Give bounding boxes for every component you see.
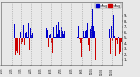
Bar (10, 38, 11, 42)
Bar (80, 38, 81, 43)
Bar (86, 30, 87, 38)
Bar (76, 26, 77, 38)
Bar (57, 34, 58, 38)
Bar (116, 38, 117, 40)
Bar (91, 26, 92, 38)
Bar (110, 38, 111, 54)
Bar (28, 23, 29, 38)
Bar (56, 25, 57, 38)
Bar (48, 38, 49, 47)
Bar (92, 9, 93, 38)
Bar (118, 37, 119, 38)
Bar (29, 38, 30, 50)
Bar (30, 28, 31, 38)
Bar (120, 38, 121, 52)
Bar (23, 25, 24, 38)
Bar (112, 38, 113, 41)
Bar (2, 29, 3, 38)
Bar (113, 15, 114, 38)
Bar (74, 31, 75, 38)
Bar (61, 27, 62, 38)
Bar (89, 38, 90, 51)
Bar (37, 30, 38, 38)
Bar (53, 26, 54, 38)
Bar (85, 31, 86, 38)
Bar (117, 38, 118, 44)
Bar (3, 36, 4, 38)
Bar (50, 34, 51, 38)
Bar (111, 26, 112, 38)
Bar (46, 28, 47, 38)
Bar (19, 38, 20, 55)
Bar (52, 38, 53, 53)
Bar (82, 38, 83, 39)
Bar (31, 35, 32, 38)
Bar (22, 38, 23, 42)
Bar (49, 35, 50, 38)
Bar (84, 37, 85, 38)
Bar (25, 33, 26, 38)
Bar (51, 38, 52, 43)
Bar (121, 38, 122, 42)
Bar (38, 37, 39, 38)
Bar (64, 31, 65, 38)
Bar (27, 37, 28, 38)
Legend: >Avg, <Avg: >Avg, <Avg (95, 3, 121, 8)
Bar (119, 38, 120, 54)
Bar (1, 38, 2, 46)
Bar (90, 29, 91, 38)
Bar (24, 38, 25, 45)
Bar (58, 22, 59, 38)
Bar (20, 32, 21, 38)
Bar (109, 29, 110, 38)
Bar (100, 33, 101, 38)
Bar (54, 37, 55, 38)
Bar (75, 20, 76, 38)
Bar (65, 34, 66, 38)
Bar (108, 27, 109, 38)
Bar (93, 25, 94, 38)
Bar (21, 38, 22, 44)
Bar (47, 30, 48, 38)
Bar (101, 38, 102, 39)
Bar (13, 38, 14, 46)
Bar (88, 38, 89, 45)
Bar (81, 38, 82, 57)
Bar (63, 34, 64, 38)
Bar (59, 30, 60, 38)
Bar (26, 32, 27, 38)
Bar (11, 38, 12, 43)
Bar (87, 23, 88, 38)
Bar (83, 31, 84, 38)
Bar (55, 37, 56, 38)
Bar (62, 31, 63, 38)
Bar (114, 36, 115, 38)
